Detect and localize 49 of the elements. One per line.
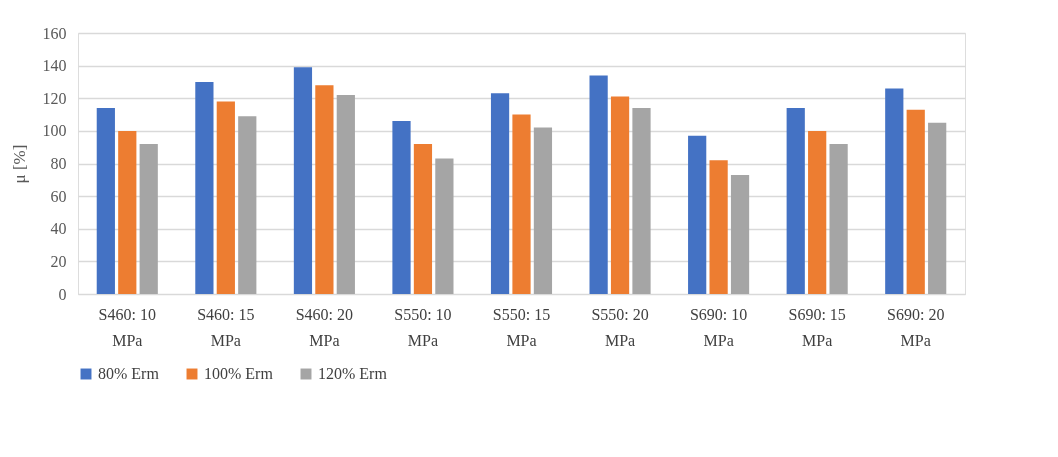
bar — [589, 75, 608, 294]
bar — [829, 143, 848, 294]
y-tick-label: 40 — [50, 220, 67, 238]
bar — [490, 93, 510, 294]
bar — [610, 96, 630, 294]
y-tick-label: 100 — [42, 122, 67, 140]
y-tick-label: 0 — [58, 285, 67, 303]
bar — [906, 109, 925, 294]
bar — [512, 114, 531, 294]
bar — [730, 174, 750, 294]
x-tick-label: S460: 20 MPa — [295, 305, 354, 349]
y-axis-title: μ [%] — [9, 144, 29, 184]
legend-label: 120% Erm — [318, 365, 388, 382]
x-tick-label: S690: 20 MPa — [887, 305, 945, 349]
bar — [293, 67, 313, 294]
bar — [786, 108, 805, 294]
bar — [808, 130, 827, 294]
legend-label: 80% Erm — [98, 365, 160, 382]
bar — [315, 85, 334, 294]
x-tick-label: S550: 10 MPa — [394, 305, 452, 349]
bar — [533, 127, 553, 294]
x-tick-label: S550: 15 MPa — [492, 305, 551, 349]
x-tick-label: S460: 15 MPa — [197, 305, 255, 349]
bar — [96, 108, 115, 294]
legend-label: 100% Erm — [204, 365, 274, 382]
bar — [216, 101, 235, 294]
y-tick-label: 80 — [50, 155, 67, 172]
bar — [118, 130, 137, 294]
bar — [413, 143, 433, 294]
bar — [195, 81, 214, 294]
bar — [885, 88, 904, 294]
x-tick-label: S690: 10 MPa — [689, 305, 748, 349]
bar — [928, 122, 947, 294]
bar — [238, 116, 257, 294]
bar — [336, 94, 355, 294]
x-tick-label: S690: 15 MPa — [788, 305, 846, 349]
bar — [139, 143, 158, 294]
bar — [392, 121, 411, 294]
bar — [632, 108, 651, 294]
bar — [688, 135, 707, 294]
y-tick-label: 140 — [42, 57, 67, 75]
y-tick-label: 120 — [42, 89, 67, 107]
x-tick-label: S550: 20 MPa — [591, 305, 649, 349]
y-tick-label: 160 — [42, 24, 67, 42]
y-tick-label: 20 — [50, 252, 67, 270]
bar — [435, 158, 454, 294]
bar — [709, 160, 728, 294]
y-tick-label: 60 — [50, 187, 67, 205]
x-tick-label: S460: 10 MPa — [98, 305, 156, 349]
